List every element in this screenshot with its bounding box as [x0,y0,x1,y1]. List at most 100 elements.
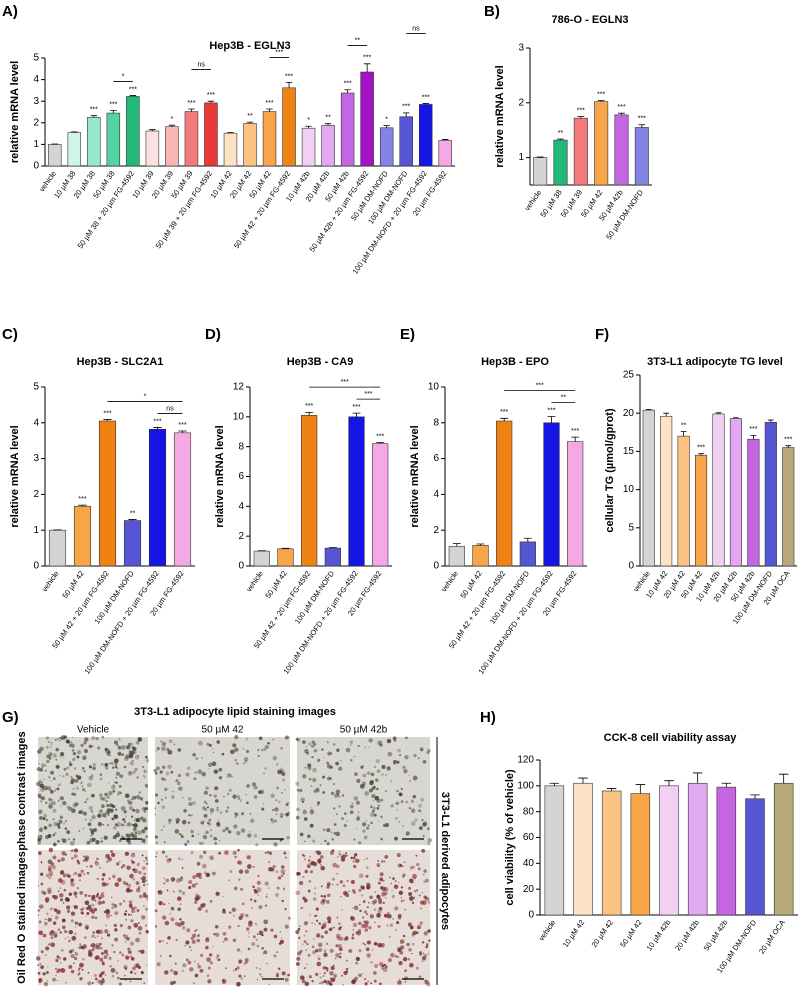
speck [42,933,47,938]
speck [41,766,44,769]
error-bar [549,782,560,786]
speck [98,974,103,978]
speck [320,894,323,898]
speck [264,881,269,886]
speck [65,982,67,984]
speck [99,796,104,801]
speck [52,777,56,781]
speck [326,882,331,887]
speck [384,822,390,828]
speck [135,963,140,968]
y-tick-label: 4 [238,501,244,512]
error-bar [500,417,509,422]
speck [145,759,150,763]
speck [88,744,92,748]
speck [127,770,133,776]
speck [129,941,135,946]
speck [256,880,261,885]
speck [357,841,362,845]
speck [257,886,259,889]
speck [74,926,77,928]
y-tick-label: 20 [523,884,535,895]
speck [338,852,342,856]
speck [326,761,330,765]
speck [77,969,80,972]
speck [41,763,45,767]
speck [209,953,213,957]
speck [71,736,74,739]
speck [400,800,404,803]
speck [331,877,335,881]
row-label: Oil Red O stained images [16,851,28,984]
speck [176,878,181,883]
speck [264,744,269,750]
speck [38,779,43,784]
speck [267,742,270,745]
speck [110,785,116,790]
speck [208,743,212,747]
speck [258,930,264,936]
speck [164,970,169,975]
speck [236,795,240,799]
speck [197,769,203,775]
speck [404,908,407,911]
speck [197,833,200,835]
speck [320,885,323,888]
speck [268,983,270,986]
y-tick-label: 10 [428,382,440,393]
speck [281,772,286,777]
significance-label: *** [422,94,430,101]
bar [165,126,179,167]
speck [124,756,129,761]
speck [421,848,426,853]
speck [357,744,360,747]
speck [257,748,260,752]
speck [404,981,407,983]
speck [337,856,339,858]
speck [143,884,145,887]
speck [362,822,367,827]
speck [303,817,308,821]
speck [36,840,42,845]
y-tick-label: 0 [238,561,244,572]
speck [141,854,144,857]
speck [46,980,48,982]
error-bar [78,504,87,507]
speck [162,915,167,920]
speck [352,978,357,984]
y-axis-label: relative mRNA level [214,425,226,527]
y-tick-label: 15 [623,446,635,457]
speck [304,981,310,987]
x-tick-label: 20 µM OCA [757,918,787,955]
speck [54,832,57,834]
speck [382,967,388,973]
speck [132,966,136,971]
speck [156,766,160,771]
speck [256,978,259,981]
significance-label: *** [344,81,352,88]
speck [45,899,49,903]
speck [108,791,113,796]
significance-label: *** [571,428,579,435]
speck [311,979,314,983]
speck [100,763,103,766]
speck [332,883,334,886]
speck [99,901,102,905]
bar [745,798,765,916]
speck [424,878,429,883]
speck [74,921,79,925]
speck [144,907,149,911]
speck [94,936,97,939]
bar [399,116,413,167]
speck [206,936,209,940]
speck [126,833,131,839]
speck [300,907,303,910]
significance-label: *** [129,86,137,93]
speck [320,865,326,871]
speck [136,776,139,779]
speck [69,762,73,767]
speck [303,809,305,811]
speck [119,860,121,863]
speck [257,894,260,897]
speck [105,860,109,864]
